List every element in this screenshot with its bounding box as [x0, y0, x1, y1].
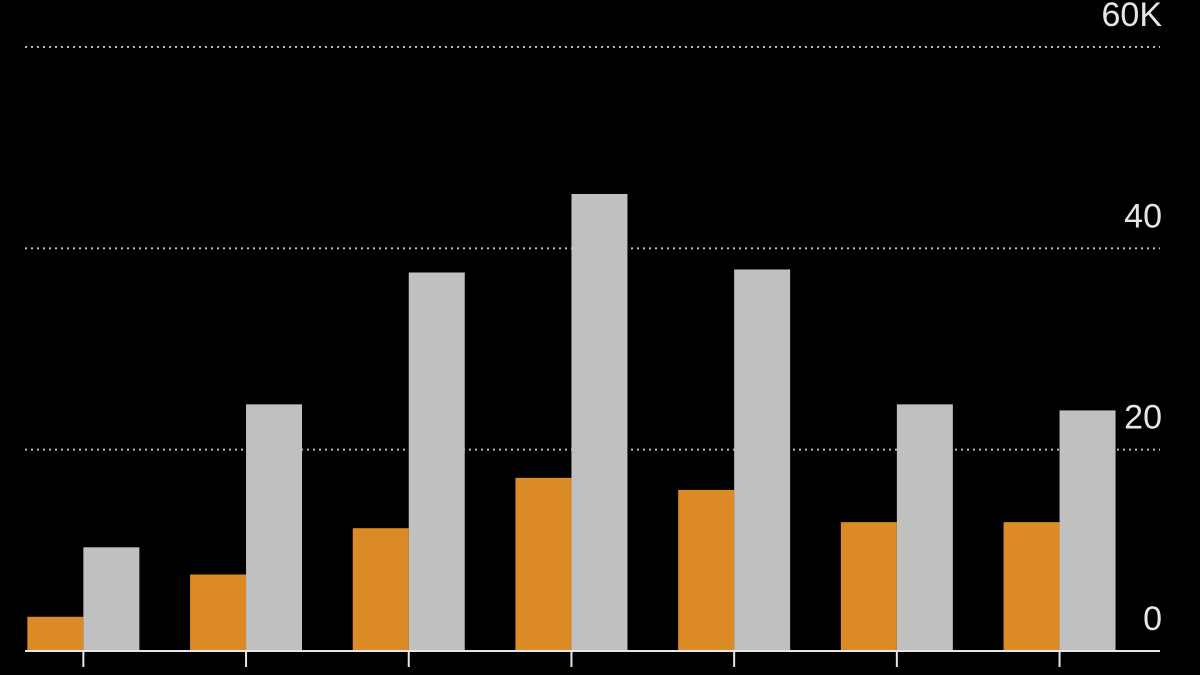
y-tick-label: 40	[1124, 197, 1162, 235]
bar	[27, 616, 84, 651]
bar	[571, 193, 628, 651]
bar	[896, 404, 953, 651]
bar	[840, 522, 897, 651]
bar	[408, 272, 465, 651]
bar	[515, 477, 572, 651]
bar	[352, 528, 409, 651]
bar	[734, 269, 791, 651]
y-tick-label: 20	[1124, 399, 1162, 437]
bar	[83, 547, 140, 651]
bar	[246, 404, 303, 651]
bar	[678, 489, 735, 651]
bar	[1003, 522, 1060, 651]
y-tick-label: 0	[1143, 600, 1162, 638]
bar	[1059, 410, 1116, 651]
y-tick-label: 60K	[1102, 0, 1163, 34]
bar	[190, 574, 247, 651]
